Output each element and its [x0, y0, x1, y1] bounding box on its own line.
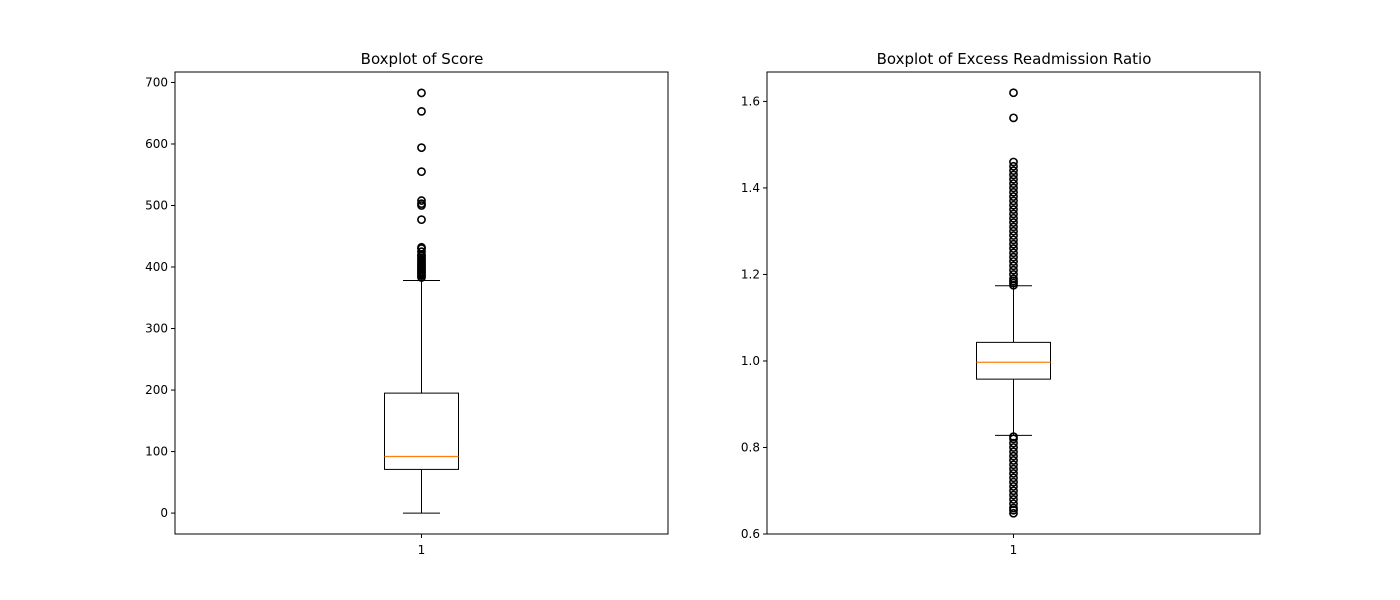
outlier-point: [1009, 218, 1018, 227]
outlier-point: [1009, 252, 1018, 262]
outlier-point: [1009, 464, 1018, 474]
score-boxplot-chart: Boxplot of Score 0100200300400500600700 …: [145, 50, 669, 557]
outlier-point: [1009, 157, 1018, 167]
outlier-point: [417, 143, 426, 153]
plot-area: [384, 88, 459, 514]
outlier-point: [1009, 196, 1018, 206]
outlier-point: [1009, 490, 1018, 500]
outlier-point: [1009, 473, 1018, 483]
outlier-point: [1009, 434, 1018, 444]
outlier-point: [1009, 166, 1018, 176]
y-tick-label: 1.6: [741, 94, 760, 108]
outlier-point: [417, 196, 426, 205]
outlier-point: [1009, 209, 1018, 219]
outlier-point: [1009, 187, 1018, 197]
outlier-point: [1009, 469, 1018, 478]
outlier-point: [417, 167, 426, 177]
outlier-point: [1009, 477, 1018, 487]
outlier-point: [1009, 192, 1018, 201]
y-tick-label: 300: [145, 322, 168, 336]
outlier-point: [417, 88, 426, 98]
outlier-point: [1009, 231, 1018, 240]
y-tick-label: 500: [145, 198, 168, 212]
iqr-box: [976, 341, 1051, 380]
y-tick-label: 600: [145, 137, 168, 151]
x-tick-label: 1: [418, 543, 426, 557]
outlier-point: [1009, 482, 1018, 491]
y-tick-label: 400: [145, 260, 168, 274]
axes-frame: [766, 71, 1261, 535]
y-tick-label: 200: [145, 383, 168, 397]
iqr-box: [384, 392, 459, 470]
plot-area: [976, 88, 1051, 518]
outlier-point: [1009, 261, 1018, 271]
outlier-point: [1009, 222, 1018, 232]
y-tick-label: 700: [145, 75, 168, 89]
outlier-point: [1009, 456, 1018, 465]
y-tick-label: 0.6: [741, 527, 760, 541]
axes-frame: [174, 71, 669, 535]
y-tick-label: 1.0: [741, 354, 760, 368]
outlier-point: [1009, 248, 1018, 258]
y-tick-label: 100: [145, 445, 168, 459]
outlier-point: [1009, 505, 1018, 515]
x-tick-label: 1: [1010, 543, 1018, 557]
outlier-point: [1009, 460, 1018, 470]
outlier-point: [1009, 113, 1018, 123]
outlier-point: [1009, 443, 1018, 452]
outlier-point: [417, 247, 426, 257]
outlier-point: [1009, 257, 1018, 266]
outlier-point: [1009, 205, 1018, 214]
outlier-point: [1009, 200, 1018, 210]
outlier-point: [1009, 270, 1018, 279]
outlier-point: [1009, 244, 1018, 253]
y-axis-ticks: 0.6 0.8 1.0 1.2 1.4 1.6: [741, 94, 767, 541]
outlier-point: [417, 199, 426, 209]
outlier-point: [1009, 183, 1018, 193]
excess-readmission-ratio-boxplot-chart: Boxplot of Excess Readmission Ratio 0.60…: [741, 50, 1261, 557]
outlier-point: [1009, 486, 1018, 496]
outlier-point: [1009, 447, 1018, 457]
outlier-point: [1009, 508, 1018, 518]
outlier-point: [417, 215, 426, 225]
chart-title: Boxplot of Score: [361, 50, 484, 68]
outlier-point: [1009, 161, 1018, 171]
y-tick-label: 0.8: [741, 440, 760, 454]
outlier-point: [1009, 451, 1018, 461]
y-tick-label: 1.2: [741, 267, 760, 281]
outlier-point: [1009, 88, 1018, 98]
y-tick-label: 1.4: [741, 181, 760, 195]
outlier-point: [1009, 226, 1018, 236]
outlier-point: [1009, 239, 1018, 249]
x-axis-ticks: 1: [418, 534, 426, 557]
y-tick-label: 0: [160, 506, 168, 520]
outlier-point: [417, 106, 426, 116]
outlier-point: [1009, 274, 1018, 284]
y-axis-ticks: 0 100 200 300 400 500 600 700: [145, 75, 175, 520]
outlier-point: [1009, 265, 1018, 275]
outlier-point: [1009, 494, 1018, 504]
outlier-point: [1009, 213, 1018, 223]
outlier-point: [417, 242, 426, 252]
outlier-point: [1009, 179, 1018, 189]
outlier-point: [1009, 174, 1018, 184]
x-axis-ticks: 1: [1010, 534, 1018, 557]
outlier-point: [1009, 438, 1018, 448]
chart-title: Boxplot of Excess Readmission Ratio: [877, 50, 1152, 68]
outlier-point: [1009, 170, 1018, 180]
outlier-point: [1009, 235, 1018, 245]
